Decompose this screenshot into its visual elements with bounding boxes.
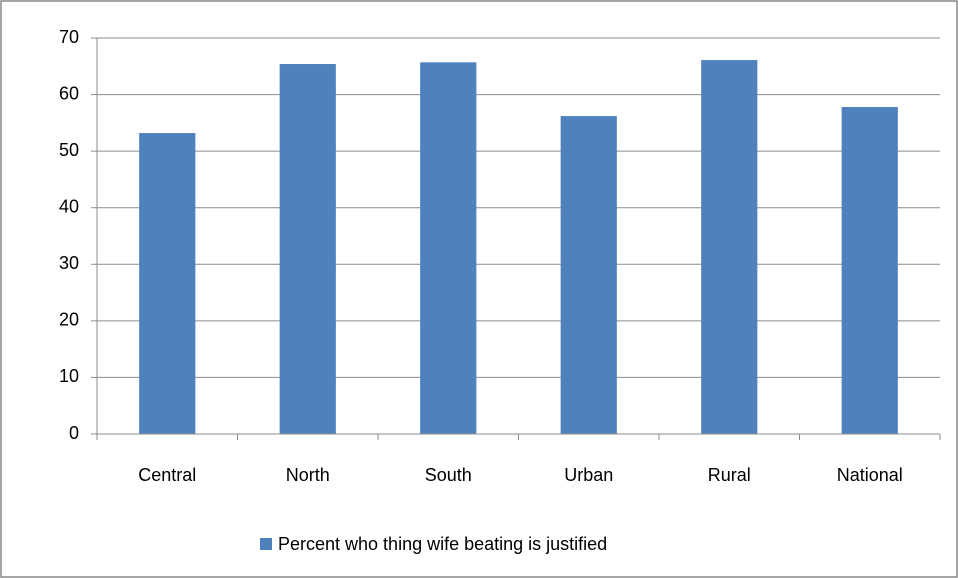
y-tick-label: 40 [59, 196, 79, 216]
y-tick-label: 0 [69, 423, 79, 443]
y-tick-label: 20 [59, 310, 79, 330]
bar [139, 133, 196, 435]
x-tick-label: Urban [564, 465, 613, 485]
legend-label: Percent who thing wife beating is justif… [278, 534, 607, 554]
x-tick-label: North [286, 465, 330, 485]
y-tick-label: 30 [59, 253, 79, 273]
bar [279, 64, 336, 434]
y-tick-label: 50 [59, 140, 79, 160]
legend-swatch [260, 538, 272, 550]
bar [420, 62, 477, 434]
y-tick-label: 10 [59, 366, 79, 386]
bar [701, 60, 758, 434]
x-tick-label: Rural [708, 465, 751, 485]
y-tick-label: 60 [59, 83, 79, 103]
bar [560, 116, 617, 434]
y-tick-label: 70 [59, 27, 79, 47]
bar [841, 107, 898, 434]
x-tick-label: National [837, 465, 903, 485]
x-tick-label: South [425, 465, 472, 485]
x-tick-label: Central [138, 465, 196, 485]
